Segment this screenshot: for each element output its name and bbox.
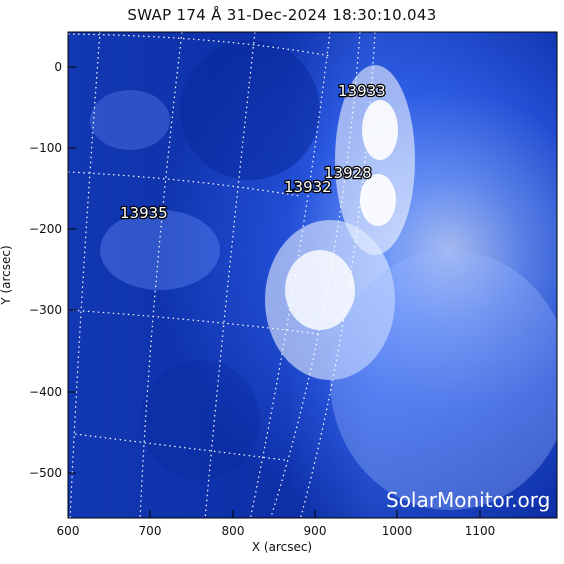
- y-tick-label: −300: [29, 303, 62, 317]
- active-region-label: 13933: [338, 82, 386, 100]
- x-axis: 600 700 800 900 1000 1100: [57, 510, 496, 538]
- y-axis-label: Y (arcsec): [0, 245, 13, 305]
- active-region-label: 13935: [120, 204, 168, 222]
- x-tick-label: 800: [222, 524, 245, 538]
- x-tick-label: 900: [304, 524, 327, 538]
- active-region-label: 13928: [324, 164, 372, 182]
- solar-disk-image: [68, 32, 557, 518]
- x-tick-label: 700: [139, 524, 162, 538]
- y-tick-label: 0: [54, 60, 62, 74]
- coordinate-grid: [68, 32, 376, 518]
- y-tick-label: −200: [29, 222, 62, 236]
- y-axis: 0 −100 −200 −300 −400 −500: [29, 60, 76, 480]
- y-tick-label: −500: [29, 466, 62, 480]
- x-axis-label: X (arcsec): [251, 540, 313, 554]
- image-title: SWAP 174 Å 31-Dec-2024 18:30:10.043: [127, 6, 437, 24]
- plot-frame: [67, 31, 558, 519]
- x-tick-label: 1100: [465, 524, 496, 538]
- active-region-label: 13932: [284, 178, 332, 196]
- y-tick-label: −400: [29, 385, 62, 399]
- y-tick-label: −100: [29, 141, 62, 155]
- x-tick-label: 600: [57, 524, 80, 538]
- watermark-logo: SolarMonitor.org: [386, 488, 550, 512]
- x-tick-label: 1000: [382, 524, 413, 538]
